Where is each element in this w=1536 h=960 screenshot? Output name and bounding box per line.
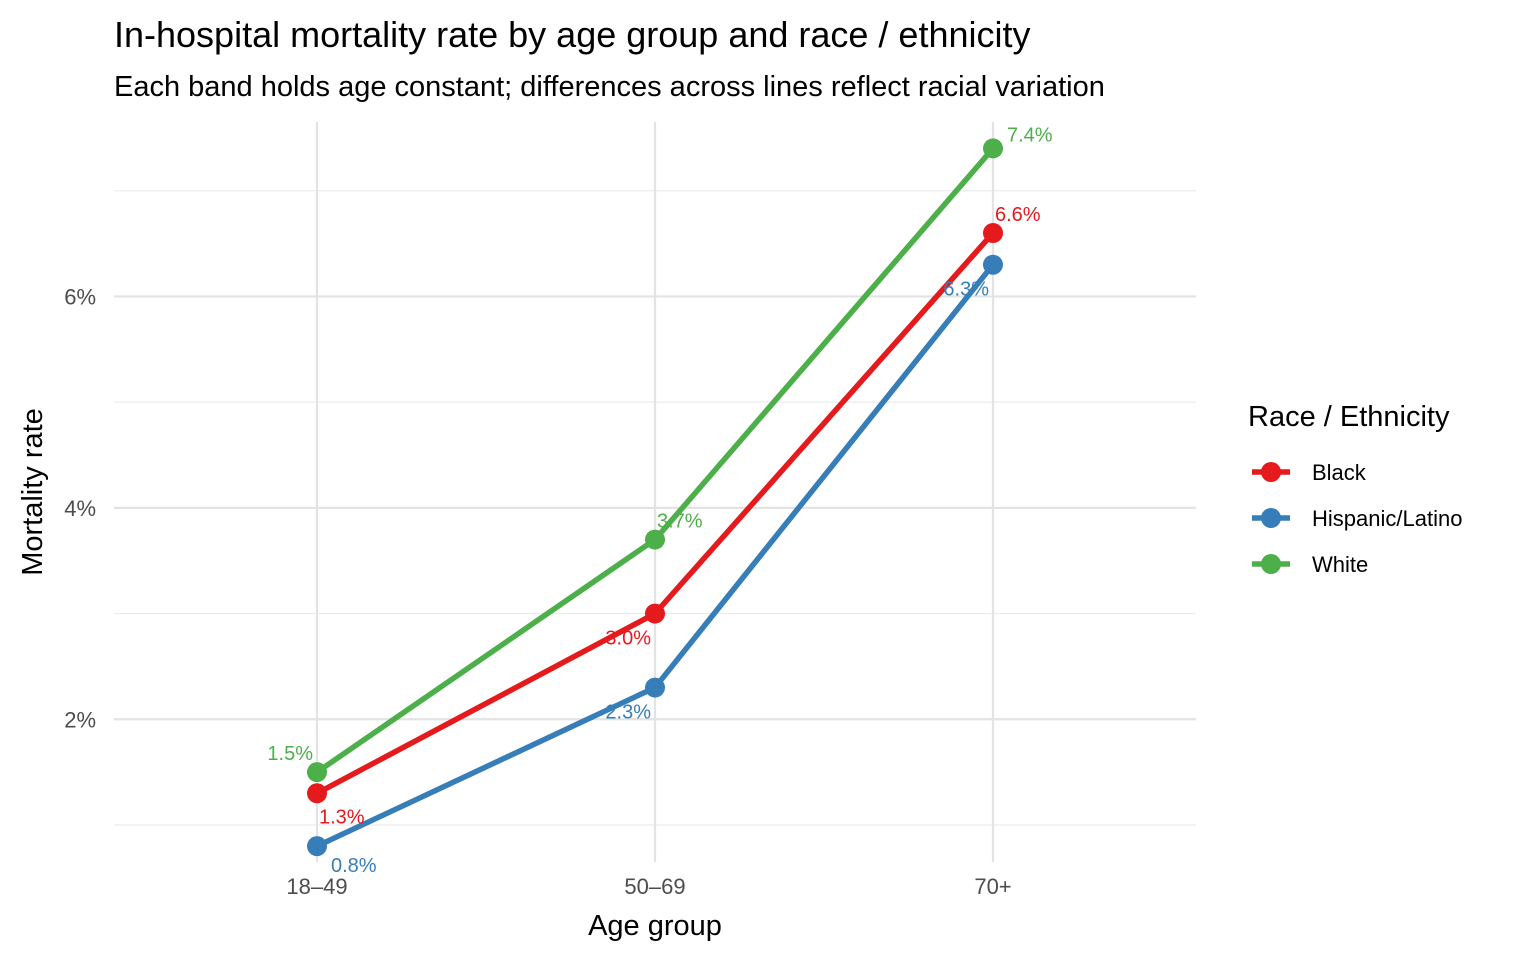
grid [114, 122, 1196, 862]
legend: Race / Ethnicity Black Hispanic/Latino Whi… [1248, 401, 1462, 577]
data-point-hispanic-latino [645, 677, 665, 698]
data-label-white: 3.7% [657, 511, 703, 533]
legend-label: Black [1312, 460, 1367, 485]
data-point-white [983, 138, 1003, 159]
y-axis-title: Mortality rate [17, 408, 49, 576]
legend-key-point [1261, 462, 1281, 482]
legend-key-point [1261, 508, 1281, 528]
data-label-black: 1.3% [319, 806, 365, 828]
legend-key-point [1261, 554, 1281, 574]
data-label-hispanic-latino: 2.3% [605, 702, 651, 724]
series-white [307, 138, 1003, 783]
chart-subtitle: Each band holds age constant; difference… [114, 71, 1105, 103]
chart-title: In-hospital mortality rate by age group … [114, 14, 1031, 55]
data-labels: 1.3% 3.0% 6.6% 0.8% 2.3% 6.3% 1.5% 3.7% 7.4% [267, 124, 1052, 877]
y-tick-label: 6% [64, 284, 96, 309]
series-group [307, 138, 1003, 857]
legend-title: Race / Ethnicity [1248, 401, 1450, 433]
data-label-white: 7.4% [1007, 124, 1053, 146]
series-black [307, 223, 1003, 804]
data-point-black [307, 783, 327, 804]
data-point-white [307, 762, 327, 783]
legend-item-white: White [1252, 552, 1368, 577]
data-point-black [983, 223, 1003, 243]
data-label-white: 1.5% [267, 743, 313, 765]
x-axis-title: Age group [588, 910, 722, 942]
data-point-hispanic-latino [307, 836, 327, 857]
y-tick-label: 2% [64, 707, 96, 732]
x-tick-label: 50–69 [624, 874, 685, 899]
tick-labels: 2% 4% 6% 18–49 50–69 70+ [64, 284, 1011, 899]
legend-item-black: Black [1252, 460, 1367, 485]
legend-item-hispanic-latino: Hispanic/Latino [1252, 506, 1462, 531]
legend-label: White [1312, 552, 1368, 577]
series-hispanic-latino [307, 254, 1003, 857]
data-point-black [645, 603, 665, 624]
data-point-hispanic-latino [983, 254, 1003, 275]
data-label-hispanic-latino: 0.8% [331, 855, 377, 877]
x-tick-label: 18–49 [286, 874, 347, 899]
y-tick-label: 4% [64, 496, 96, 521]
data-label-black: 3.0% [605, 628, 651, 650]
legend-label: Hispanic/Latino [1312, 506, 1462, 531]
data-point-white [645, 529, 665, 550]
x-tick-label: 70+ [974, 874, 1011, 899]
data-label-black: 6.6% [995, 204, 1041, 226]
data-label-hispanic-latino: 6.3% [943, 279, 989, 301]
